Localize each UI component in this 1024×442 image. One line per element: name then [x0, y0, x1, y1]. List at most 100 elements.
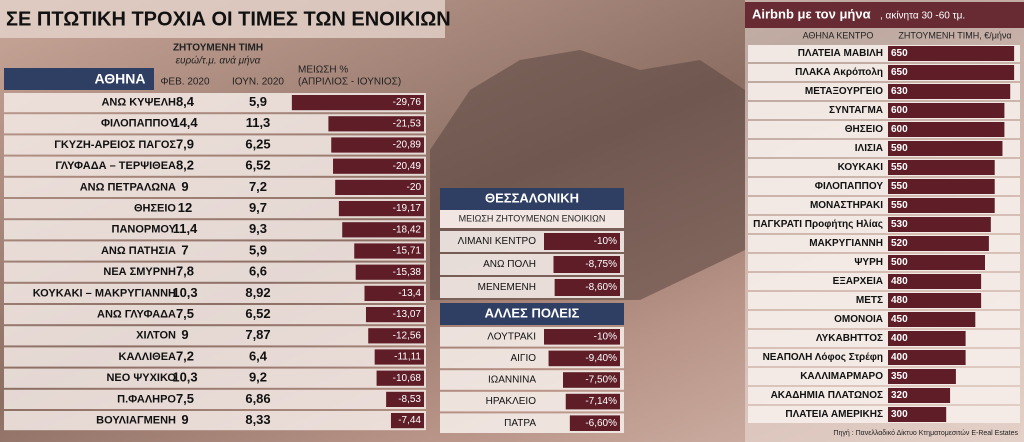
bar-label: 550: [891, 181, 908, 192]
bar-label: -15,71: [393, 246, 422, 257]
bar: [888, 84, 1011, 99]
row-name: ΦΙΛΟΠΑΠΠΟΥ: [101, 118, 177, 130]
bar: [888, 407, 947, 422]
bar: [333, 158, 424, 174]
bar-label: 530: [891, 219, 908, 230]
bar: [368, 328, 424, 344]
change-period: (ΑΠΡΙΛΙΟΣ - ΙΟΥΝΙΟΣ): [298, 77, 401, 88]
bar: [338, 201, 424, 217]
row-name: ΚΟΥΚΑΚΙ: [838, 162, 884, 173]
bar-label: 600: [891, 105, 908, 116]
row-name: ΑΝΩ ΚΥΨΕΛΗ: [101, 97, 176, 109]
row-bg: [4, 347, 426, 367]
row-name: ΠΑΝΟΡΜΟΥ: [112, 224, 177, 236]
bar: [544, 233, 620, 250]
jun-price: 6,52: [245, 158, 270, 173]
bar: [563, 372, 620, 388]
row-bg: [748, 330, 1020, 347]
title: ΣΕ ΠΤΩΤΙΚΗ ΤΡΟΧΙΑ ΟΙ ΤΙΜΕΣ ΤΩΝ ΕΝΟΙΚΙΩΝ: [6, 8, 451, 30]
jun-price: 8,33: [245, 412, 270, 427]
airbnb-title-band: [745, 2, 1024, 28]
row-name: ΟΜΟΝΟΙΑ: [834, 314, 883, 325]
jun-price: 11,3: [246, 115, 271, 130]
bar: [544, 329, 620, 345]
bar-label: -20,89: [393, 140, 422, 151]
row-bg: [748, 387, 1020, 404]
feb-price: 7: [181, 242, 188, 257]
bar-label: -8,53: [398, 394, 421, 405]
bar: [328, 116, 424, 132]
thessaloniki-title: ΘΕΣΣΑΛΟΝΙΚΗ: [485, 190, 579, 205]
row-name: ΛΟΥΤΡΑΚΙ: [487, 331, 536, 342]
feb-price: 9: [181, 412, 188, 427]
feb-price: 7,9: [176, 136, 194, 151]
feb-heading: ΦΕΒ. 2020: [160, 77, 210, 88]
thessaloniki-subheader: [440, 210, 624, 228]
jun-price: 6,25: [245, 136, 270, 151]
bar-label: -11,11: [394, 352, 421, 363]
feb-price: 7,8: [176, 264, 194, 279]
bar-label: -8,75%: [585, 259, 617, 270]
row-name: ΜΑΚΡΥΓΙΑΝΝΗ: [809, 238, 883, 249]
bar: [331, 137, 424, 153]
bar-label: -10%: [594, 331, 617, 342]
row-name: ΠΑΓΚΡΑΤΙ Προφήτης Ηλίας: [753, 219, 883, 230]
bar-label: 650: [891, 67, 908, 78]
bar-label: 350: [891, 371, 908, 382]
price-unit: ευρώ/τ.μ. ανά μήνα: [176, 55, 261, 67]
row-name: ΜΕΤΣ: [856, 295, 883, 306]
bar: [291, 95, 424, 111]
bar: [888, 350, 966, 365]
bar: [386, 391, 424, 407]
row-bg: [748, 311, 1020, 328]
row-name: ΜΟΝΑΣΤΗΡΑΚΙ: [810, 200, 883, 211]
feb-price: 14,4: [172, 115, 198, 130]
row-name: ΦΙΛΟΠΑΠΠΟΥ: [815, 181, 884, 192]
row-bg: [4, 177, 426, 197]
other-cities-header: [440, 303, 624, 325]
other-cities-title: ΑΛΛΕΣ ΠΟΛΕΙΣ: [485, 305, 580, 320]
bar-label: -7,14%: [585, 396, 617, 407]
thessaloniki-header: [440, 188, 624, 210]
jun-price: 5,9: [249, 242, 267, 257]
bar: [554, 279, 620, 296]
jun-heading: ΙΟΥΝ. 2020: [232, 77, 284, 88]
row-name: ΛΙΜΑΝΙ ΚΕΝΤΡΟ: [458, 236, 537, 247]
bar-label: 520: [891, 238, 908, 249]
row-name: ΚΟΥΚΑΚΙ – ΜΑΚΡΥΓΙΑΝΝΗ: [33, 287, 176, 299]
row-name: ΑΝΩ ΠΟΛΗ: [483, 259, 536, 270]
row-bg: [4, 389, 426, 409]
bar-label: -20,49: [393, 161, 422, 172]
bar: [553, 256, 620, 273]
row-bg: [4, 283, 426, 303]
row-name: ΚΑΛΛΙΜΑΡΜΑΡΟ: [800, 371, 883, 382]
bar-label: -6,60%: [585, 418, 617, 429]
bar: [888, 179, 995, 194]
bar: [335, 179, 424, 195]
bar-label: 320: [891, 390, 908, 401]
airbnb-title: Airbnb με τον μήνα: [752, 6, 871, 21]
row-name: ΘΗΣΕΙΟ: [134, 203, 176, 215]
bar: [888, 274, 982, 289]
bar: [888, 293, 982, 308]
price-heading: ΖΗΤΟΥΜΕΝΗ ΤΙΜΗ: [173, 43, 263, 54]
row-bg: [4, 326, 426, 346]
bar-label: 480: [891, 295, 908, 306]
bar: [888, 65, 1015, 80]
row-name: ΑΝΩ ΓΛΥΦΑΔΑ: [97, 309, 176, 321]
bar: [888, 46, 1015, 61]
feb-price: 7,5: [176, 391, 194, 406]
bar: [390, 413, 424, 429]
bar-label: -20: [407, 182, 422, 193]
feb-price: 9: [181, 327, 188, 342]
bar: [342, 222, 424, 238]
bar: [888, 141, 1003, 156]
bar-label: 400: [891, 352, 908, 363]
bar-label: -7,50%: [585, 375, 617, 386]
bar: [364, 285, 424, 301]
jun-price: 6,6: [249, 264, 267, 279]
row-bg: [4, 114, 426, 134]
row-name: ΠΑΤΡΑ: [504, 418, 536, 429]
feb-price: 10,3: [172, 285, 197, 300]
bar-label: -13,07: [393, 309, 422, 320]
